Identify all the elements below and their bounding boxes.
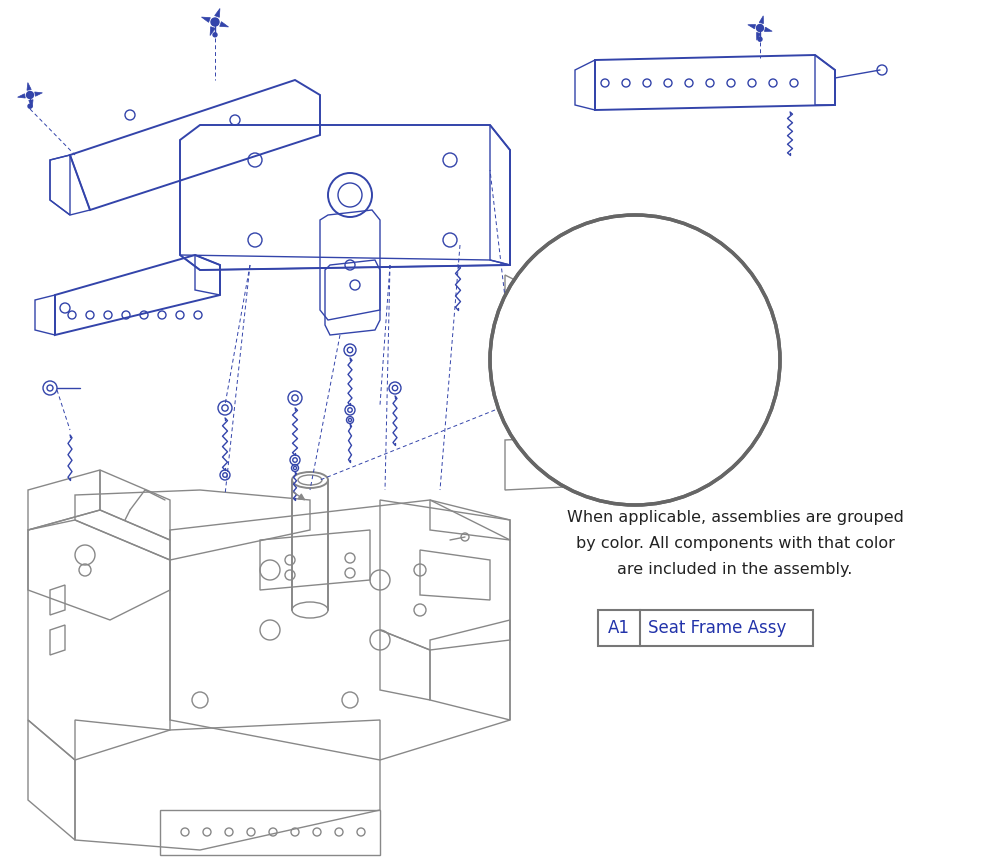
Circle shape [490, 215, 780, 505]
Polygon shape [210, 27, 215, 36]
Circle shape [211, 18, 219, 26]
Polygon shape [35, 92, 42, 96]
Text: by color. All components with that color: by color. All components with that color [576, 536, 894, 551]
Text: are included in the assembly.: are included in the assembly. [617, 562, 853, 577]
Polygon shape [215, 9, 220, 17]
Circle shape [758, 37, 762, 42]
Polygon shape [757, 32, 761, 40]
Circle shape [28, 104, 32, 108]
Circle shape [213, 33, 217, 36]
Text: A1: A1 [608, 619, 630, 637]
Circle shape [26, 92, 34, 99]
Circle shape [757, 24, 764, 31]
Text: Seat Frame Assy: Seat Frame Assy [648, 619, 786, 637]
Polygon shape [748, 24, 756, 29]
Polygon shape [764, 27, 772, 31]
Polygon shape [29, 100, 33, 108]
Bar [598, 610, 813, 646]
Polygon shape [759, 16, 763, 23]
Polygon shape [201, 17, 210, 23]
Polygon shape [18, 94, 25, 98]
Text: When applicable, assemblies are grouped: When applicable, assemblies are grouped [567, 510, 903, 525]
Polygon shape [220, 22, 229, 27]
Polygon shape [27, 82, 31, 90]
